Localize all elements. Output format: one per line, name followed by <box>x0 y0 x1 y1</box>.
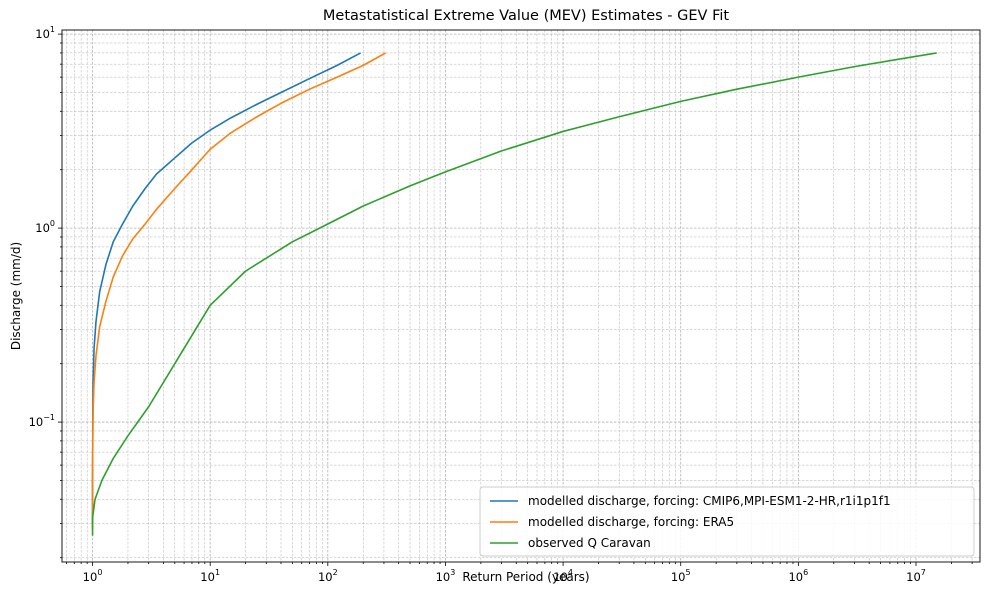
legend-label-1: modelled discharge, forcing: CMIP6,MPI-E… <box>528 494 891 508</box>
y-tick-label: 101 <box>35 25 55 41</box>
plot-area <box>61 29 981 563</box>
y-tick-label: 100 <box>35 219 55 235</box>
x-tick-label: 107 <box>906 568 926 584</box>
series-line-3 <box>91 52 937 536</box>
legend-label-2: modelled discharge, forcing: ERA5 <box>528 515 734 529</box>
x-tick-label: 104 <box>553 568 573 584</box>
axis-ticks: 100 101 102 103 104 105 106 107 10−1 100 101 <box>29 25 973 584</box>
legend-label-3: observed Q Caravan <box>528 536 651 550</box>
y-axis-label: Discharge (mm/d) <box>9 242 23 350</box>
x-tick-label: 105 <box>671 568 691 584</box>
legend-box <box>479 486 975 557</box>
legend: modelled discharge, forcing: CMIP6,MPI-E… <box>479 486 975 557</box>
x-tick-label: 103 <box>436 568 456 584</box>
x-axis-label: Return Period (years) <box>462 570 589 584</box>
grid <box>62 30 980 562</box>
x-tick-label: 106 <box>788 568 808 584</box>
x-tick-label: 102 <box>318 568 338 584</box>
series-line-2 <box>91 52 387 530</box>
y-tick-label: 10−1 <box>29 413 55 429</box>
x-tick-label: 101 <box>200 568 220 584</box>
x-tick-label: 100 <box>83 568 103 584</box>
series-lines <box>91 52 937 536</box>
series-line-1 <box>91 52 361 524</box>
chart-title: Metastatistical Extreme Value (MEV) Esti… <box>323 8 729 24</box>
